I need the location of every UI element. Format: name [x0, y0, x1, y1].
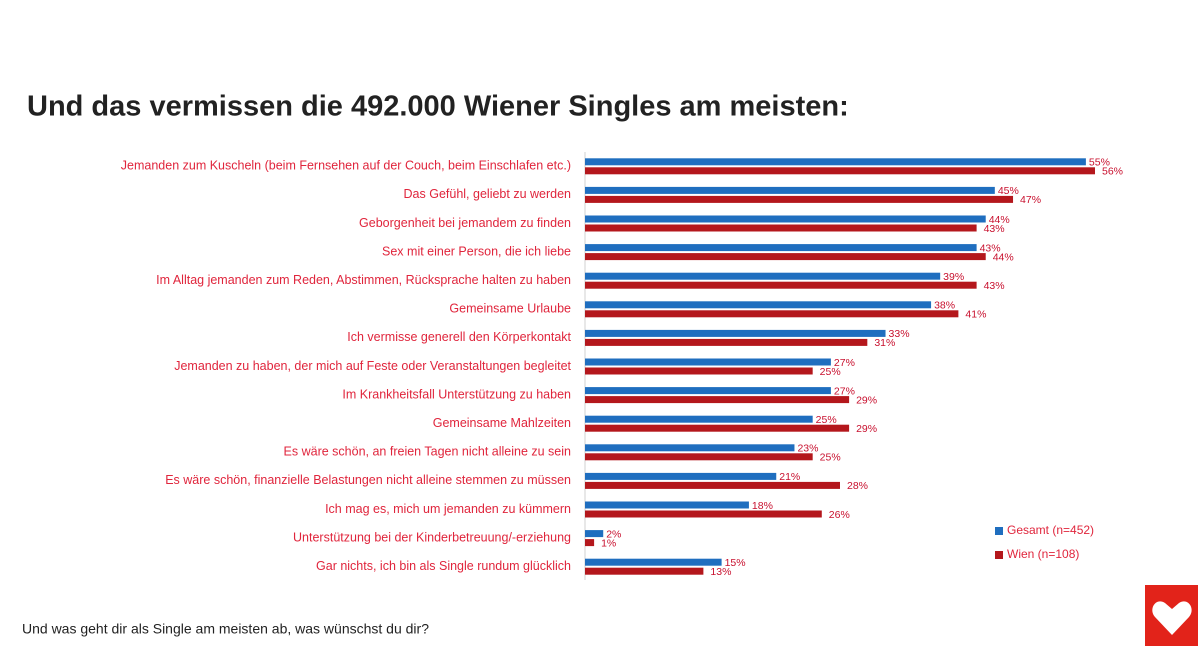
value-label: 18% [752, 500, 773, 512]
value-label: 31% [874, 337, 895, 349]
bar [585, 186, 995, 194]
value-label: 25% [820, 452, 841, 464]
bar [585, 272, 941, 280]
value-label: 27% [834, 357, 855, 369]
bar [585, 329, 886, 337]
bar [585, 253, 986, 261]
value-label: 44% [993, 251, 1014, 263]
legend-swatch [995, 527, 1003, 535]
value-label: 38% [934, 300, 955, 312]
value-label: 33% [889, 328, 910, 340]
category-label: Im Krankheitsfall Unterstützung zu haben [342, 387, 571, 401]
value-label: 25% [820, 366, 841, 378]
bar [585, 215, 986, 223]
bar [585, 301, 932, 309]
category-label: Unterstützung bei der Kinderbetreuung/-e… [293, 530, 571, 544]
chart-title: Und das vermissen die 492.000 Wiener Sin… [27, 91, 849, 123]
value-label: 27% [834, 385, 855, 397]
value-label: 26% [829, 509, 850, 521]
value-label: 29% [856, 394, 877, 406]
bar [585, 244, 977, 252]
value-label: 56% [1102, 166, 1123, 178]
bar [585, 567, 704, 575]
value-label: 47% [1020, 194, 1041, 206]
logo-heart [1152, 601, 1192, 635]
value-label: 44% [989, 214, 1010, 226]
bar [585, 396, 850, 404]
bar [585, 444, 795, 452]
bar [585, 158, 1086, 166]
bar [585, 367, 813, 375]
bar [585, 387, 831, 395]
value-label: 1% [601, 537, 616, 549]
category-label: Gemeinsame Mahlzeiten [433, 416, 571, 430]
category-label: Geborgenheit bei jemandem zu finden [359, 216, 571, 230]
bar [585, 338, 868, 346]
category-label: Im Alltag jemanden zum Reden, Abstimmen,… [156, 273, 571, 287]
caption: Und was geht dir als Single am meisten a… [22, 621, 429, 637]
value-label: 39% [943, 271, 964, 283]
category-label: Es wäre schön, an freien Tagen nicht all… [284, 445, 571, 459]
bar [585, 167, 1095, 175]
bar [585, 481, 840, 489]
value-label: 43% [984, 223, 1005, 235]
bar [585, 510, 822, 518]
bar [585, 424, 850, 432]
value-label: 43% [984, 280, 1005, 292]
bar [585, 558, 722, 566]
bar [585, 501, 749, 509]
category-label: Jemanden zu haben, der mich auf Feste od… [174, 359, 571, 373]
bar [585, 195, 1014, 203]
bar [585, 358, 831, 366]
value-label: 2% [606, 528, 621, 540]
bar [585, 530, 604, 538]
value-label: 55% [1089, 157, 1110, 169]
value-label: 21% [779, 471, 800, 483]
value-label: 13% [710, 566, 731, 578]
bar [585, 472, 777, 480]
category-label: Sex mit einer Person, die ich liebe [382, 244, 571, 258]
bar [585, 415, 813, 423]
bar [585, 281, 977, 289]
value-label: 43% [980, 242, 1001, 254]
legend-label: Wien (n=108) [1007, 547, 1079, 561]
category-label: Ich vermisse generell den Körperkontakt [347, 330, 571, 344]
value-label: 41% [965, 309, 986, 321]
logo [1145, 585, 1198, 646]
bar [585, 453, 813, 461]
category-label: Gar nichts, ich bin als Single rundum gl… [316, 559, 571, 573]
category-label: Gemeinsame Urlaube [449, 302, 571, 316]
value-label: 45% [998, 185, 1019, 197]
value-label: 25% [816, 414, 837, 426]
value-label: 15% [725, 557, 746, 569]
legend-swatch [995, 551, 1003, 559]
value-label: 29% [856, 423, 877, 435]
legend-label: Gesamt (n=452) [1007, 523, 1094, 537]
bar [585, 224, 977, 232]
category-label: Das Gefühl, geliebt zu werden [404, 187, 572, 201]
bar [585, 539, 595, 547]
bar [585, 310, 959, 318]
category-label: Ich mag es, mich um jemanden zu kümmern [325, 502, 571, 516]
value-label: 28% [847, 480, 868, 492]
category-label: Es wäre schön, finanzielle Belastungen n… [165, 473, 571, 487]
category-label: Jemanden zum Kuscheln (beim Fernsehen au… [121, 159, 571, 173]
value-label: 23% [797, 443, 818, 455]
